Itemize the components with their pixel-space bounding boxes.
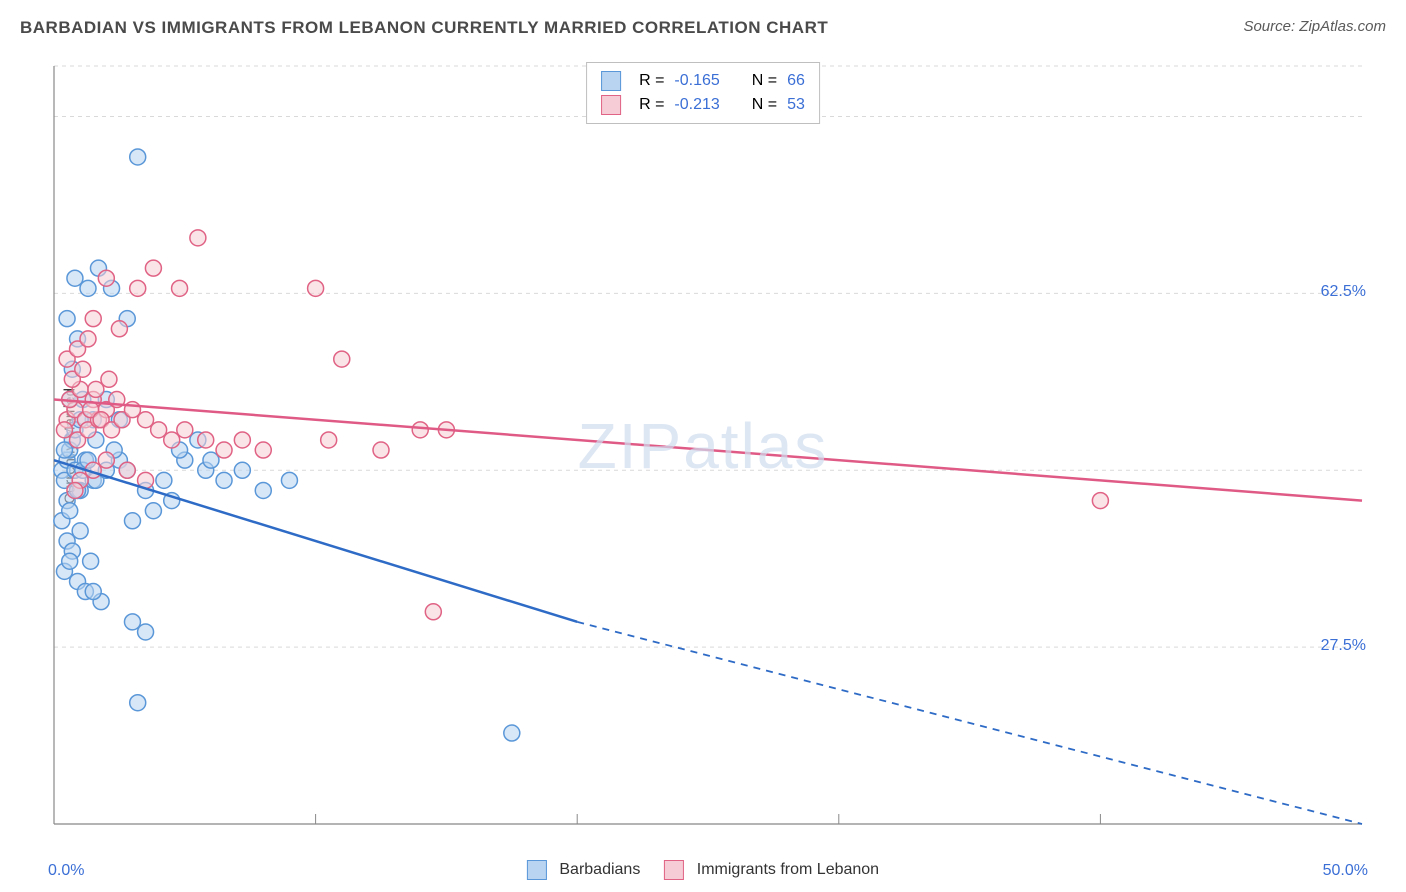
swatch-series1-legend [527, 860, 547, 880]
y-tick-label: 62.5% [1321, 283, 1366, 301]
source-attribution: Source: ZipAtlas.com [1243, 18, 1386, 35]
n-value-series1: 66 [787, 72, 805, 90]
stat-row-series1: R = -0.165 N = 66 [601, 69, 805, 93]
header: BARBADIAN VS IMMIGRANTS FROM LEBANON CUR… [20, 18, 1386, 48]
legend-label-series2: Immigrants from Lebanon [697, 861, 879, 878]
bottom-legend: Barbadians Immigrants from Lebanon [527, 860, 879, 880]
n-value-series2: 53 [787, 96, 805, 114]
r-value-series1: -0.165 [674, 72, 719, 90]
plot-area [48, 60, 1368, 830]
n-label: N = [752, 96, 777, 114]
legend-label-series1: Barbadians [559, 861, 640, 878]
r-label: R = [639, 72, 664, 90]
scatter-chart-svg [48, 60, 1368, 830]
legend-item-series2: Immigrants from Lebanon [664, 860, 879, 880]
x-tick-0: 0.0% [48, 862, 84, 880]
swatch-series2 [601, 95, 621, 115]
n-label: N = [752, 72, 777, 90]
chart-container: BARBADIAN VS IMMIGRANTS FROM LEBANON CUR… [0, 0, 1406, 892]
r-value-series2: -0.213 [674, 96, 719, 114]
y-tick-label: 27.5% [1321, 637, 1366, 655]
r-label: R = [639, 96, 664, 114]
chart-title: BARBADIAN VS IMMIGRANTS FROM LEBANON CUR… [20, 18, 828, 37]
x-tick-50: 50.0% [1323, 862, 1368, 880]
stat-row-series2: R = -0.213 N = 53 [601, 93, 805, 117]
swatch-series1 [601, 71, 621, 91]
swatch-series2-legend [664, 860, 684, 880]
correlation-stat-box: R = -0.165 N = 66 R = -0.213 N = 53 [586, 62, 820, 124]
legend-item-series1: Barbadians [527, 860, 640, 880]
